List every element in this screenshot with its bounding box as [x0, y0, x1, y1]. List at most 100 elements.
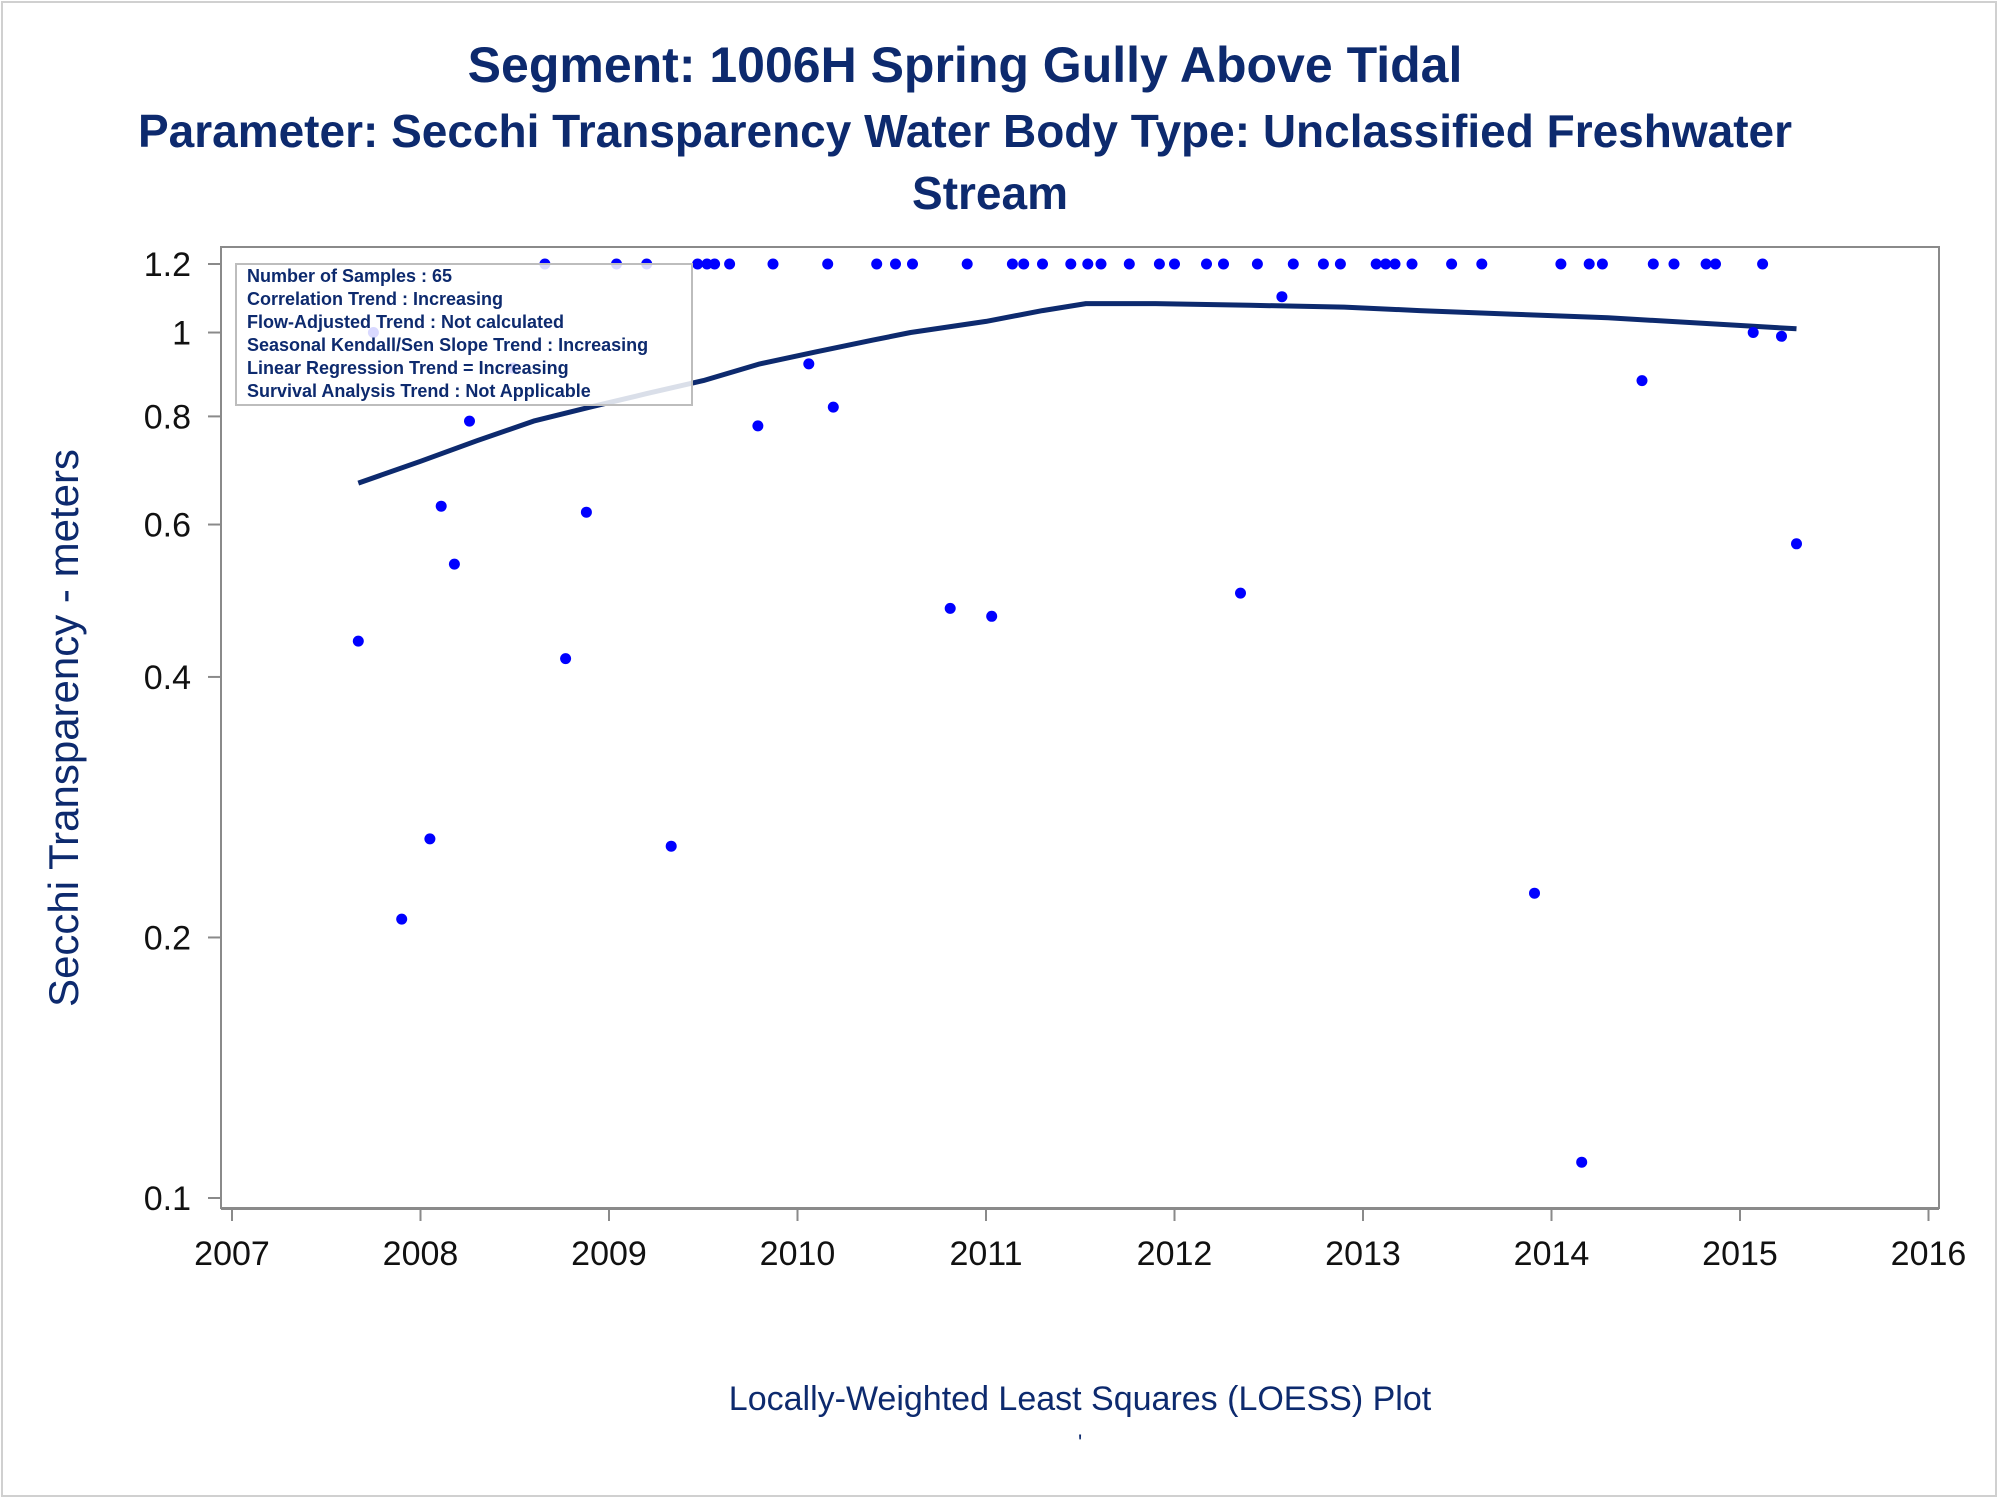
data-point: [435, 500, 447, 512]
y-tick-label: 0.1: [144, 1180, 191, 1218]
data-point: [1747, 327, 1759, 338]
data-point: [1201, 258, 1212, 270]
data-point: [961, 258, 973, 270]
x-tick-label: 2007: [194, 1235, 270, 1273]
data-point: [1317, 258, 1329, 270]
x-tick-label: 2013: [1325, 1235, 1401, 1273]
data-point: [1446, 258, 1458, 270]
data-point: [1668, 258, 1680, 270]
data-point: [1082, 258, 1094, 270]
data-point: [1065, 258, 1077, 270]
y-tick-label: 1.2: [144, 246, 191, 284]
y-tick-label: 0.2: [144, 919, 191, 957]
data-point: [396, 913, 408, 925]
data-point: [424, 833, 436, 845]
data-point: [1153, 258, 1165, 270]
data-point: [1555, 258, 1567, 270]
data-point: [1791, 538, 1802, 550]
data-point: [1037, 258, 1048, 270]
data-point: [1636, 375, 1648, 387]
data-point: [1018, 258, 1030, 270]
data-point: [1251, 258, 1263, 270]
y-axis-label: Secchi Transparency - meters: [40, 449, 87, 1007]
data-point: [1276, 291, 1288, 303]
data-point: [1169, 258, 1180, 270]
x-axis: 2007 2008 2009 2010 2011 2012 2013 2014 2015 2016: [194, 1208, 1966, 1273]
data-point: [1370, 258, 1382, 270]
footnote: Locally-Weighted Least Squares (LOESS) P…: [728, 1380, 1432, 1418]
data-point: [1529, 887, 1540, 899]
data-point: [1287, 258, 1299, 270]
data-point: [1095, 258, 1107, 270]
data-point: [560, 653, 572, 665]
data-point: [1757, 258, 1769, 270]
plot-area: [220, 246, 1940, 1209]
data-point: [1647, 258, 1659, 270]
stats-box: Number of Samples : 65 Correlation Trend …: [235, 263, 693, 406]
data-point: [767, 258, 779, 270]
data-point: [1235, 587, 1246, 599]
x-tick-label: 2011: [949, 1235, 1022, 1273]
data-point: [1380, 258, 1392, 270]
data-point: [1583, 258, 1595, 270]
data-point: [752, 420, 764, 432]
data-point: [448, 558, 460, 570]
stats-box-border: [235, 263, 693, 406]
data-point: [701, 258, 713, 270]
chart-title: Segment: 1006H Spring Gully Above Tidal: [467, 37, 1463, 93]
loess-layer: [357, 301, 1797, 486]
chart-subtitle-line-1: Parameter: Secchi Transparency Water Bod…: [137, 105, 1793, 157]
data-point: [803, 358, 815, 370]
stats-box-line: Linear Regression Trend = Increasing: [247, 358, 569, 378]
x-tick-label: 2012: [1137, 1235, 1213, 1273]
data-point: [724, 258, 736, 270]
data-point: [464, 415, 475, 427]
data-point: [1389, 258, 1401, 270]
loess-line: [357, 301, 1797, 486]
data-point: [1476, 258, 1488, 270]
x-tick-label: 2009: [571, 1235, 647, 1273]
data-point: [1006, 258, 1018, 270]
data-point: [827, 401, 839, 413]
data-point: [944, 602, 956, 614]
data-point: [1334, 258, 1346, 270]
x-tick-label: 2014: [1514, 1235, 1590, 1273]
data-point: [1710, 258, 1721, 270]
points-layer: [352, 258, 1802, 1168]
data-point: [580, 506, 592, 518]
y-tick-label: 0.6: [144, 507, 191, 545]
x-tick-label: 2015: [1702, 1235, 1778, 1273]
data-point: [907, 258, 918, 270]
stats-box-line: Survival Analysis Trend : Not Applicable: [247, 381, 591, 401]
y-axis: 1.2 1 0.8 0.6 0.4 0.2 0.1: [144, 246, 221, 1218]
data-point: [822, 258, 834, 270]
x-tick-label: 2008: [383, 1235, 459, 1273]
data-point: [352, 635, 364, 647]
data-point: [1596, 258, 1608, 270]
data-point: [1123, 258, 1135, 270]
y-tick-label: 0.8: [144, 398, 191, 436]
stats-box-line: Flow-Adjusted Trend : Not calculated: [247, 312, 564, 332]
data-point: [1576, 1156, 1588, 1168]
data-point: [1700, 258, 1712, 270]
y-tick-label: 0.4: [144, 659, 191, 697]
data-point: [709, 258, 721, 270]
stats-box-line: Correlation Trend : Increasing: [247, 289, 503, 309]
stats-box-line: Number of Samples : 65: [247, 266, 452, 286]
data-point: [890, 258, 901, 270]
x-tick-label: 2016: [1891, 1235, 1967, 1273]
data-point: [871, 258, 883, 270]
data-point: [1776, 330, 1787, 342]
x-tick-label: 2010: [760, 1235, 836, 1273]
footnote-mark: ': [1078, 1430, 1083, 1455]
chart-subtitle-line-2: Stream: [912, 167, 1068, 219]
y-tick-label: 1: [172, 315, 191, 353]
data-point: [1218, 258, 1229, 270]
data-point: [986, 610, 998, 622]
data-point: [1406, 258, 1418, 270]
data-point: [665, 840, 677, 852]
data-point: [692, 258, 704, 270]
stats-box-line: Seasonal Kendall/Sen Slope Trend : Incre…: [247, 335, 648, 355]
